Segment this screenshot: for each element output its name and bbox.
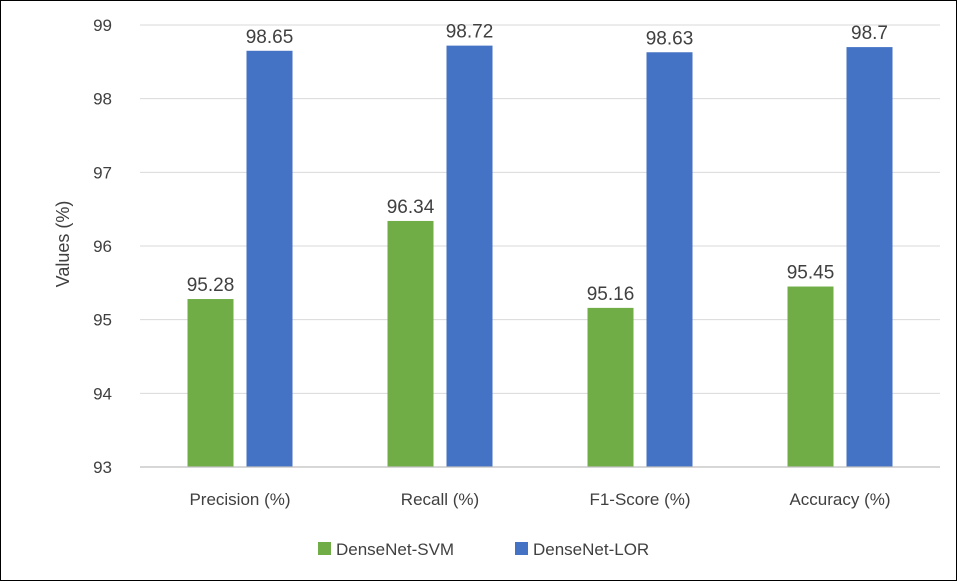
- y-tick-label: 96: [93, 237, 112, 256]
- x-category-label: Recall (%): [401, 490, 479, 509]
- y-axis-ticks: 93 94 95 96 97 98 99: [93, 16, 112, 477]
- x-category-label: Precision (%): [189, 490, 290, 509]
- y-tick-label: 95: [93, 311, 112, 330]
- data-label: 98.63: [646, 28, 694, 49]
- y-tick-label: 93: [93, 458, 112, 477]
- bar-densenet-svm: [387, 220, 434, 467]
- bar-densenet-svm: [787, 286, 834, 467]
- x-axis-categories: Precision (%) Recall (%) F1-Score (%) Accur…: [189, 490, 890, 509]
- y-tick-label: 97: [93, 163, 112, 182]
- data-label: 98.65: [246, 27, 294, 48]
- legend-label: DenseNet-SVM: [336, 540, 454, 559]
- y-axis-title: Values (%): [53, 201, 73, 288]
- legend-label: DenseNet-LOR: [533, 540, 649, 559]
- legend: DenseNet-SVM DenseNet-LOR: [318, 540, 649, 559]
- data-label: 95.45: [787, 263, 835, 284]
- data-label: 98.7: [851, 23, 888, 44]
- bar-densenet-lor: [446, 45, 493, 467]
- bar-densenet-lor: [246, 50, 293, 468]
- x-category-label: F1-Score (%): [589, 490, 690, 509]
- legend-swatch: [318, 542, 331, 555]
- data-labels: 95.28 98.65 96.34 98.72 95.16 98.63 95.45 98.7: [187, 22, 888, 305]
- data-label: 96.34: [387, 197, 435, 218]
- x-category-label: Accuracy (%): [789, 490, 890, 509]
- bar-densenet-svm: [587, 307, 634, 467]
- bars: [187, 45, 893, 468]
- legend-swatch: [515, 542, 528, 555]
- bar-densenet-lor: [646, 52, 693, 468]
- data-label: 95.28: [187, 275, 235, 296]
- data-label: 98.72: [446, 22, 494, 43]
- bar-densenet-lor: [846, 47, 893, 467]
- y-tick-label: 98: [93, 90, 112, 109]
- y-tick-label: 99: [93, 16, 112, 35]
- y-tick-label: 94: [93, 384, 112, 403]
- bar-densenet-svm: [187, 299, 234, 467]
- data-label: 95.16: [587, 284, 635, 305]
